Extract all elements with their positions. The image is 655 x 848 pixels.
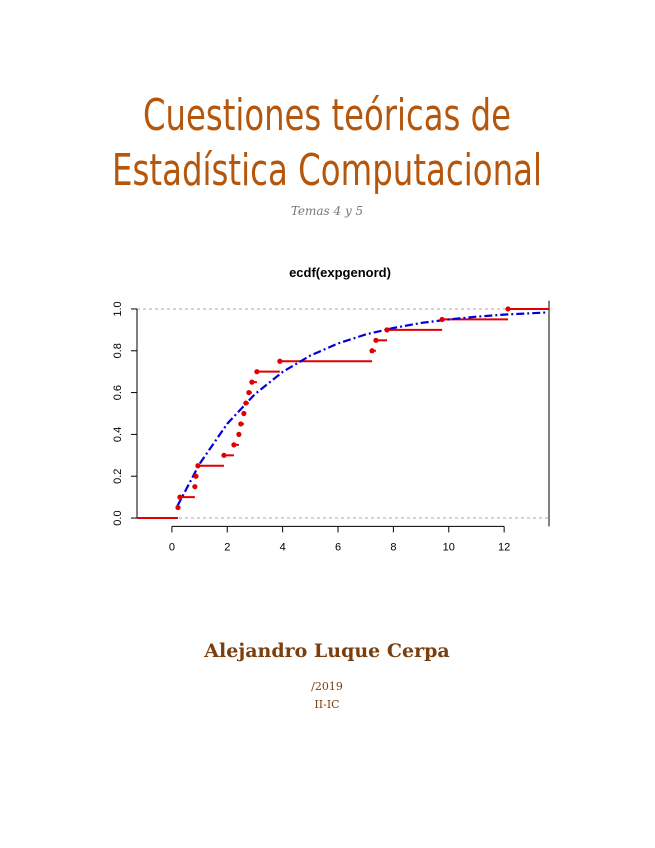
chart-title: ecdf(expgenord) bbox=[289, 265, 391, 280]
point bbox=[238, 421, 244, 427]
course: II-IC bbox=[314, 698, 339, 711]
point bbox=[373, 337, 379, 343]
point bbox=[254, 369, 260, 375]
point bbox=[243, 400, 249, 406]
point bbox=[175, 504, 181, 511]
point bbox=[249, 379, 255, 385]
point bbox=[177, 494, 183, 500]
point bbox=[384, 327, 390, 333]
y-tick-label: 1.0 bbox=[112, 301, 124, 316]
point bbox=[221, 452, 227, 458]
point bbox=[369, 348, 375, 354]
point bbox=[195, 463, 201, 469]
x-tick-label: 6 bbox=[335, 541, 341, 553]
y-tick-label: 0.8 bbox=[112, 343, 124, 358]
point bbox=[241, 410, 247, 417]
x-tick-label: 12 bbox=[498, 541, 510, 553]
point bbox=[193, 473, 199, 479]
chart: 0.0 0.2 0.4 0.6 0.8 1.0 0 2 4 6 8 10 12 bbox=[112, 300, 550, 553]
y-tick-label: 0.6 bbox=[112, 385, 124, 400]
point bbox=[277, 358, 283, 364]
point bbox=[231, 442, 237, 448]
x-tick-label: 10 bbox=[443, 541, 455, 553]
x-tick-label: 0 bbox=[169, 541, 175, 553]
point bbox=[505, 306, 511, 312]
point bbox=[192, 484, 198, 490]
point bbox=[439, 316, 445, 323]
y-tick-label: 0.2 bbox=[112, 469, 124, 484]
title-line: Estadística Computacional bbox=[112, 145, 542, 196]
x-tick-label: 2 bbox=[224, 541, 230, 553]
point bbox=[236, 431, 242, 438]
y-tick-label: 0.0 bbox=[112, 510, 124, 525]
y-tick-label: 0.4 bbox=[112, 427, 124, 442]
date: /2019 bbox=[311, 680, 343, 693]
author: Alejandro Luque Cerpa bbox=[203, 640, 449, 662]
title-line: Cuestiones teóricas de bbox=[143, 90, 511, 141]
subtitle: Temas 4 y 5 bbox=[291, 204, 363, 218]
x-tick-label: 4 bbox=[280, 541, 286, 553]
x-tick-label: 8 bbox=[390, 541, 396, 553]
fit-curve bbox=[176, 311, 546, 507]
point bbox=[246, 389, 252, 396]
